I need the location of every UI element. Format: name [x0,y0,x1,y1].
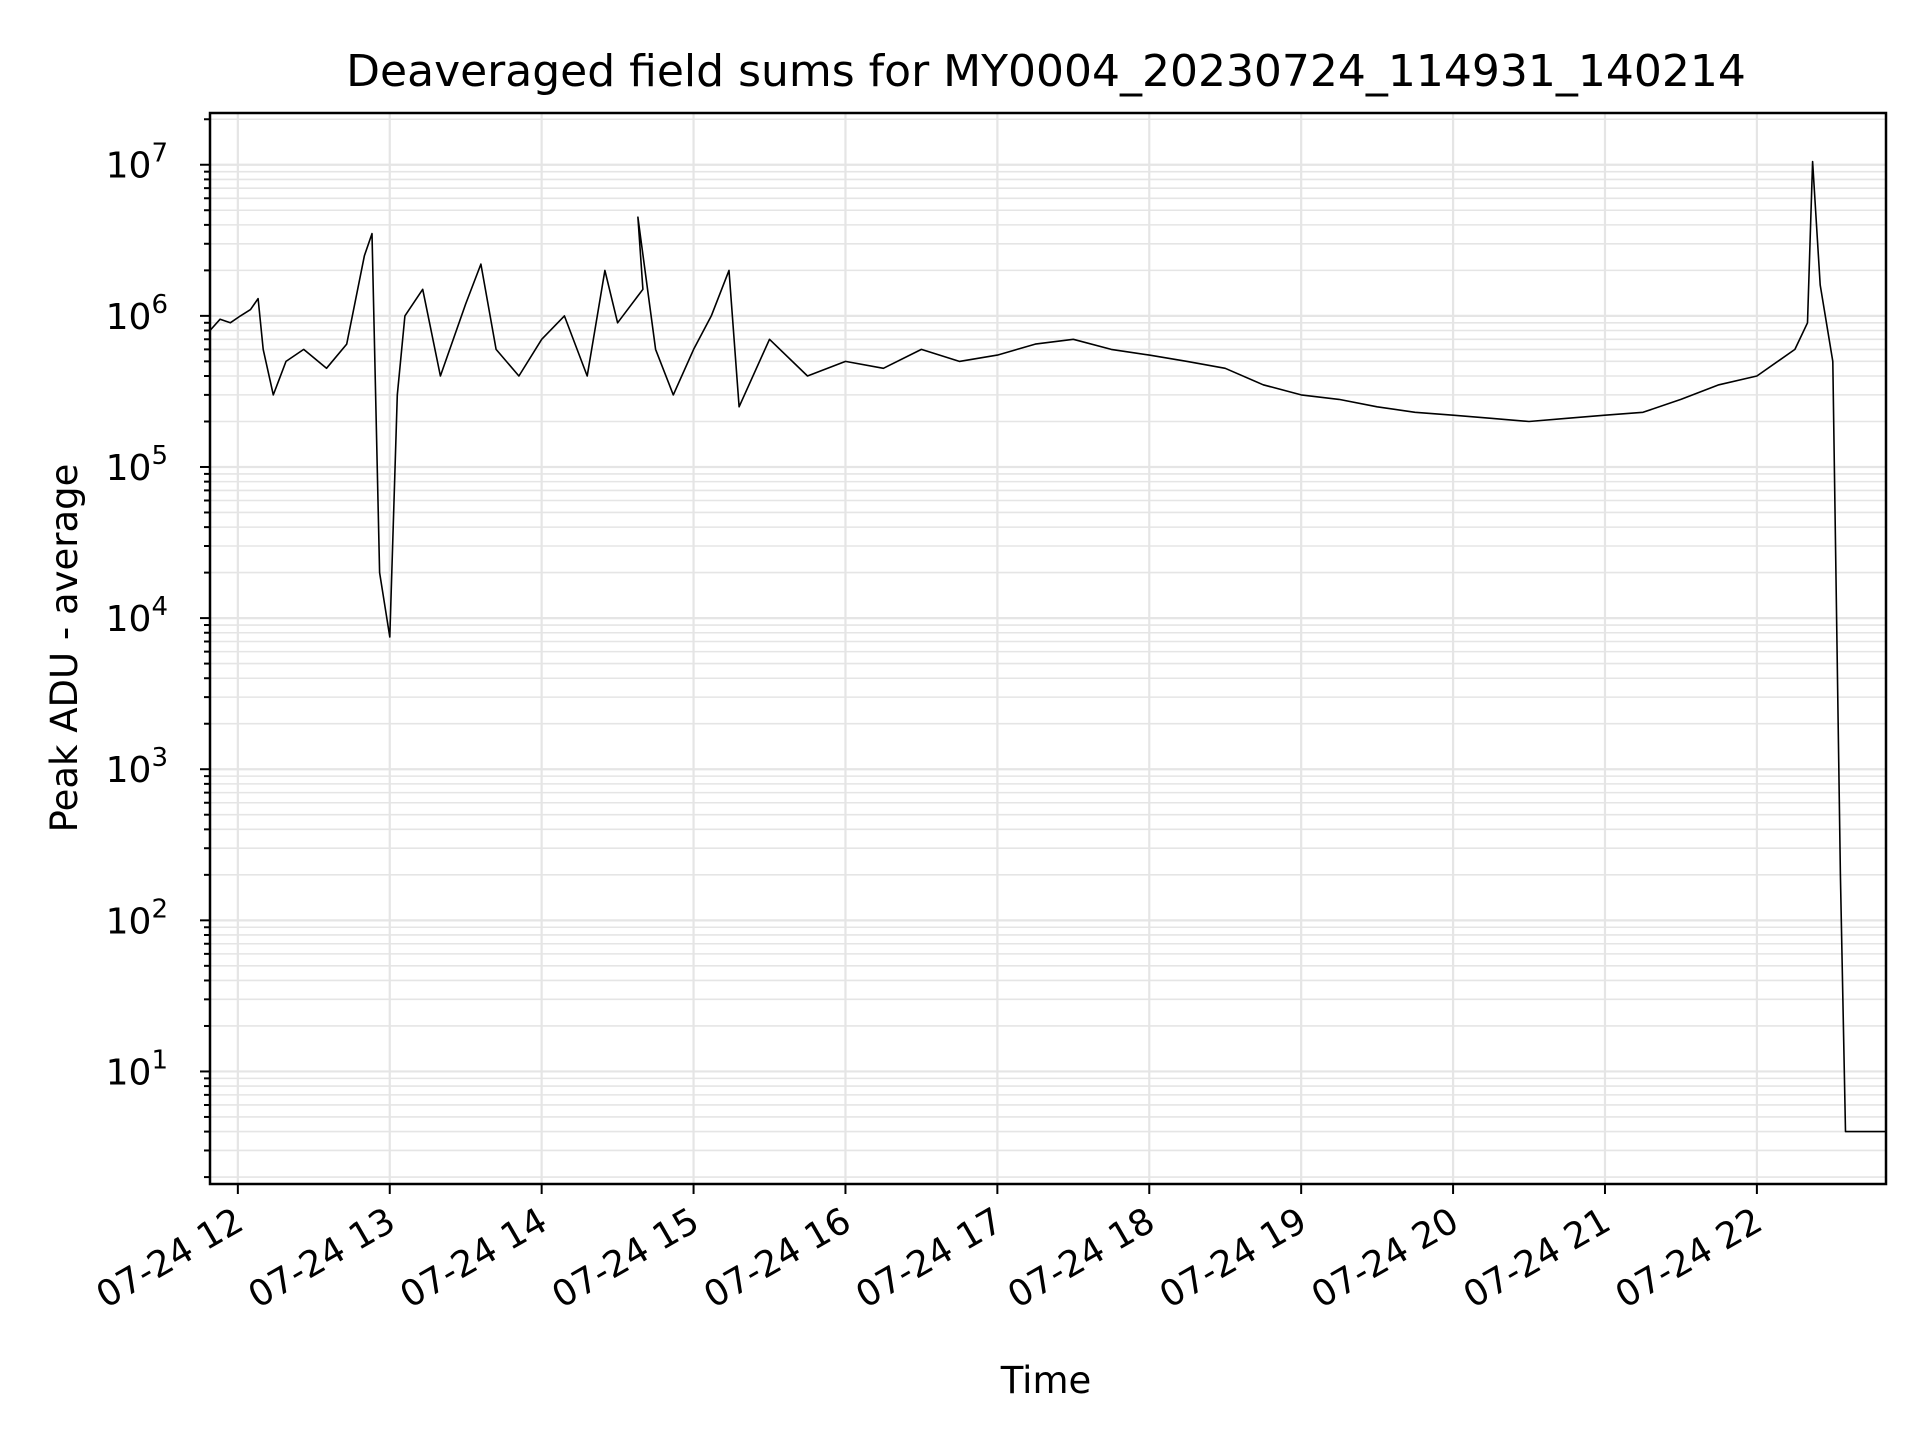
y-tick-label: 104 [106,592,168,640]
y-tick-label: 101 [106,1045,168,1093]
y-tick-label: 106 [106,290,168,338]
y-axis: 101 102 103 104 105 106 107 [106,118,210,1179]
x-tick-label: 07-24 20 [1305,1200,1466,1316]
x-tick-label: 07-24 13 [242,1200,403,1316]
y-tick-label: 107 [106,139,168,187]
x-axis-label: Time [1000,1359,1092,1402]
y-tick-label: 102 [106,894,168,942]
plot-frame [208,111,1888,1186]
x-tick-label: 07-24 16 [697,1200,858,1316]
x-tick-label: 07-24 21 [1457,1200,1618,1316]
x-tick-label: 07-24 17 [849,1200,1010,1316]
x-tick-label: 07-24 22 [1609,1200,1770,1316]
x-tick-label: 07-24 18 [1001,1200,1162,1316]
x-tick-label: 07-24 19 [1153,1200,1314,1316]
y-tick-label: 105 [106,441,168,489]
x-tick-label: 07-24 15 [545,1200,706,1316]
chart-title: Deaveraged field sums for MY0004_2023072… [346,46,1746,97]
grid [210,113,1886,1184]
y-axis-label: Peak ADU - average [43,464,86,833]
y-tick-label: 103 [106,743,168,791]
x-tick-label: 07-24 14 [393,1200,554,1316]
x-tick-label: 07-24 12 [90,1200,251,1316]
series-line [209,160,1886,1133]
